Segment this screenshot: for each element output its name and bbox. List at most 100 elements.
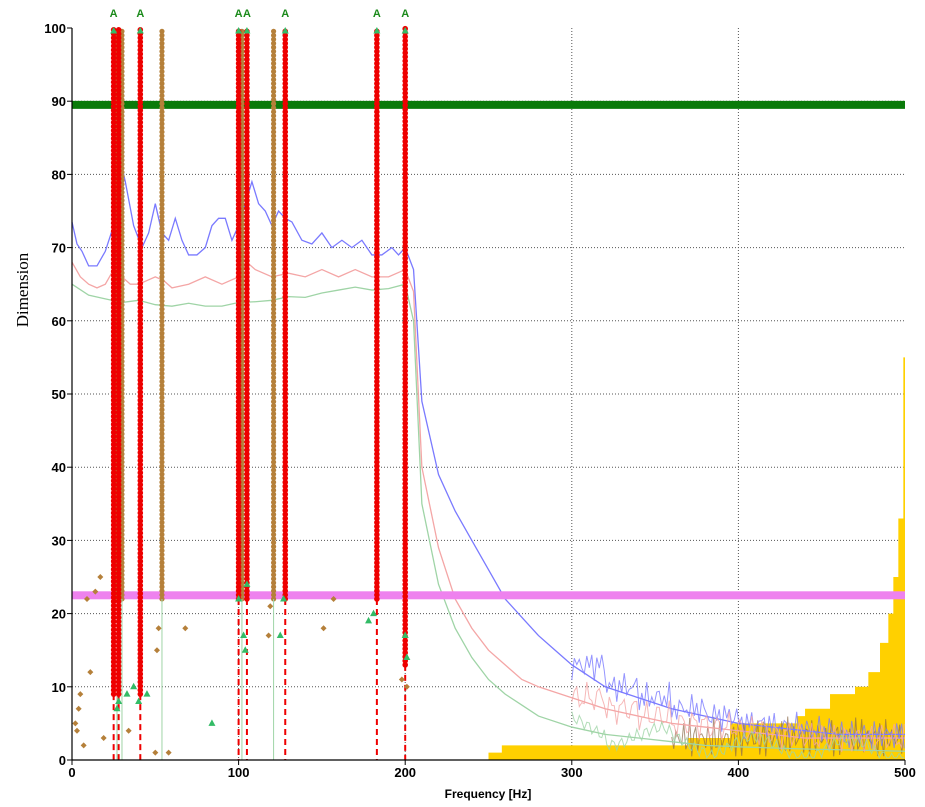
brown-marker xyxy=(159,399,165,405)
red-marker xyxy=(282,431,289,437)
red-marker xyxy=(110,510,117,516)
red-marker xyxy=(402,452,409,459)
red-marker xyxy=(282,419,289,425)
red-marker xyxy=(115,341,122,347)
red-marker xyxy=(402,424,409,431)
red-marker xyxy=(115,99,122,106)
brown-marker xyxy=(159,523,165,530)
red-marker xyxy=(402,255,409,262)
red-marker xyxy=(244,330,250,337)
red-marker xyxy=(137,349,144,355)
red-marker xyxy=(244,499,250,506)
red-marker xyxy=(374,584,380,590)
brown-marker xyxy=(270,290,277,296)
red-marker xyxy=(235,96,242,103)
red-marker xyxy=(244,157,250,163)
red-marker xyxy=(137,691,144,697)
red-marker xyxy=(282,439,289,445)
red-marker xyxy=(402,243,409,249)
red-marker xyxy=(110,679,117,685)
red-marker xyxy=(402,372,409,378)
brown-marker xyxy=(270,395,277,401)
red-marker xyxy=(244,370,250,377)
red-marker xyxy=(110,256,117,263)
red-marker xyxy=(374,306,380,312)
brown-diamond-point xyxy=(80,742,87,749)
red-marker xyxy=(235,201,242,208)
red-marker xyxy=(115,481,122,488)
red-marker xyxy=(244,253,250,260)
red-marker xyxy=(374,96,380,103)
red-marker xyxy=(115,550,122,557)
red-marker xyxy=(235,439,242,445)
red-marker xyxy=(282,262,289,268)
brown-marker xyxy=(159,350,165,356)
red-marker xyxy=(115,638,122,645)
red-marker xyxy=(235,592,242,598)
red-marker xyxy=(137,433,144,440)
red-marker xyxy=(137,256,144,263)
red-marker xyxy=(137,308,144,315)
red-marker xyxy=(402,283,409,290)
red-marker xyxy=(115,554,122,561)
red-marker xyxy=(235,543,242,550)
red-marker xyxy=(110,248,117,255)
red-marker xyxy=(137,558,144,565)
red-marker xyxy=(402,404,409,410)
brown-marker xyxy=(270,77,277,83)
red-marker xyxy=(244,427,250,433)
brown-marker xyxy=(270,338,277,344)
red-marker xyxy=(244,563,250,570)
red-marker xyxy=(115,240,122,247)
brown-marker xyxy=(270,209,277,216)
red-marker xyxy=(137,171,144,178)
brown-marker xyxy=(270,225,277,232)
trace-lines xyxy=(71,152,906,760)
red-marker xyxy=(115,494,122,500)
red-marker xyxy=(235,121,242,127)
red-marker xyxy=(282,60,289,67)
red-marker xyxy=(374,173,380,180)
red-marker xyxy=(115,31,122,37)
red-marker xyxy=(402,476,409,483)
red-marker xyxy=(115,220,122,226)
red-marker xyxy=(115,518,122,524)
red-marker xyxy=(282,282,289,288)
brown-marker xyxy=(159,89,165,95)
red-marker xyxy=(110,361,117,367)
red-marker xyxy=(137,135,144,142)
brown-marker xyxy=(159,93,165,99)
red-marker xyxy=(115,59,122,65)
red-marker xyxy=(235,185,242,192)
red-marker xyxy=(282,511,289,518)
red-marker xyxy=(282,100,289,107)
red-marker xyxy=(137,610,144,617)
red-marker xyxy=(235,64,242,71)
red-marker xyxy=(137,522,144,528)
red-marker xyxy=(137,594,144,601)
red-marker xyxy=(282,443,289,449)
red-marker xyxy=(137,429,144,436)
red-marker xyxy=(115,590,122,597)
brown-marker xyxy=(270,515,277,522)
red-marker xyxy=(137,675,144,681)
brown-marker xyxy=(270,330,277,336)
red-marker xyxy=(110,449,117,456)
brown-marker xyxy=(270,556,277,562)
red-marker xyxy=(115,268,122,275)
red-marker xyxy=(110,574,117,581)
brown-marker xyxy=(159,141,165,147)
red-marker xyxy=(235,80,242,87)
red-marker xyxy=(137,687,144,693)
red-marker xyxy=(282,410,289,417)
red-marker xyxy=(115,425,122,432)
red-marker xyxy=(282,294,289,300)
red-marker xyxy=(282,539,289,546)
red-marker xyxy=(244,447,250,453)
red-marker xyxy=(244,185,250,192)
red-marker xyxy=(115,91,122,98)
y-tick-label: 0 xyxy=(59,753,66,768)
red-marker xyxy=(110,260,117,267)
red-marker xyxy=(137,143,144,150)
red-marker xyxy=(235,499,242,506)
